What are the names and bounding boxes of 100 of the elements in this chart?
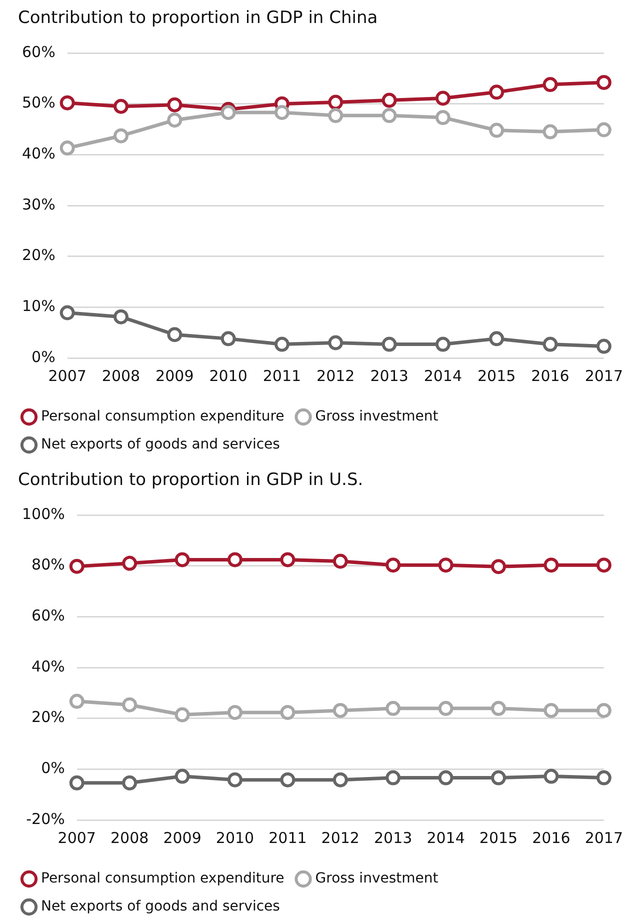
y-tick-label: 10% [22, 297, 56, 316]
point [386, 770, 401, 786]
x-tick-label: 2013 [370, 366, 408, 385]
x-tick-label: 2015 [479, 828, 518, 847]
point [382, 92, 397, 108]
chart-title: Contribution to proportion in GDP in China [17, 7, 379, 30]
y-tick-label: 80% [32, 556, 65, 574]
point [542, 336, 558, 352]
y-tick-label: 100% [22, 504, 65, 523]
x-tick-label: 2009 [163, 828, 202, 847]
point [69, 558, 84, 574]
x-tick-label: 2017 [584, 828, 624, 847]
point [491, 700, 506, 716]
legend-label: Net exports of goods and services [41, 436, 280, 453]
x-tick-label: 2008 [102, 366, 140, 385]
point [544, 702, 559, 718]
point [435, 336, 450, 352]
point [220, 331, 236, 346]
x-tick-label: 2011 [262, 366, 302, 385]
x-tick-label: 2008 [110, 828, 149, 847]
point [167, 112, 182, 128]
y-tick-label: 60% [22, 42, 56, 61]
point [280, 704, 296, 720]
point [328, 94, 344, 110]
point [113, 128, 128, 144]
y-tick-label: 40% [22, 144, 56, 163]
point [489, 331, 504, 346]
point [435, 90, 450, 106]
point [596, 338, 612, 354]
point [274, 104, 290, 120]
point [122, 556, 138, 571]
y-tick-label: 30% [22, 195, 56, 214]
x-tick-label: 2014 [426, 828, 465, 847]
point [596, 558, 612, 573]
x-tick-label: 2012 [321, 828, 360, 847]
x-tick-label: 2014 [424, 366, 462, 385]
x-tick-label: 2013 [374, 828, 412, 847]
point [280, 552, 296, 568]
y-tick-label: 0% [32, 348, 56, 366]
x-tick-label: 2016 [531, 366, 570, 385]
point [438, 558, 454, 573]
point [596, 122, 612, 138]
point [332, 702, 348, 718]
y-tick-label: 20% [32, 708, 65, 726]
point [174, 768, 190, 784]
x-tick-label: 2011 [268, 828, 307, 847]
point [227, 552, 242, 568]
point [382, 336, 397, 352]
point [60, 140, 75, 156]
point [220, 104, 236, 120]
point [596, 770, 612, 786]
legend-label: Personal consumption expenditure [41, 408, 284, 425]
point [174, 707, 190, 722]
chart-title: Contribution to proportion in GDP in U.S. [17, 469, 364, 492]
point [113, 98, 128, 114]
point [280, 772, 296, 788]
legend-label: Personal consumption expenditure [41, 870, 284, 887]
y-tick-label: 50% [22, 94, 56, 112]
point [544, 768, 559, 784]
x-tick-label: 2010 [216, 828, 254, 847]
point [542, 124, 558, 140]
point [60, 305, 75, 320]
point [274, 336, 290, 352]
point [122, 697, 138, 712]
point [489, 84, 504, 100]
x-tick-label: 2010 [209, 366, 248, 385]
y-tick-label: -20% [26, 810, 65, 828]
point [491, 559, 506, 574]
point [328, 108, 344, 124]
point [167, 327, 182, 342]
legend-label: Gross investment [315, 870, 439, 887]
point [122, 775, 138, 790]
legend-label: Net exports of goods and services [41, 898, 280, 915]
y-tick-label: 40% [32, 657, 65, 676]
point [328, 335, 344, 350]
point [69, 775, 84, 790]
point [113, 309, 128, 324]
point [332, 554, 348, 569]
point [542, 77, 558, 92]
point [438, 770, 454, 786]
point [435, 110, 450, 126]
point [438, 700, 454, 716]
x-tick-label: 2016 [532, 828, 570, 847]
point [544, 558, 559, 573]
point [382, 108, 397, 124]
point [386, 558, 401, 573]
x-tick-label: 2015 [478, 366, 516, 385]
point [60, 95, 75, 110]
x-tick-label: 2012 [316, 366, 355, 385]
point [489, 122, 504, 138]
point [596, 74, 612, 90]
x-tick-label: 2017 [584, 366, 624, 385]
point [227, 704, 242, 720]
point [386, 700, 401, 716]
point [227, 772, 242, 788]
x-tick-label: 2007 [48, 366, 86, 385]
point [596, 702, 612, 718]
y-tick-label: 60% [32, 606, 65, 625]
y-tick-label: 20% [22, 246, 56, 264]
y-tick-label: 0% [41, 759, 65, 778]
